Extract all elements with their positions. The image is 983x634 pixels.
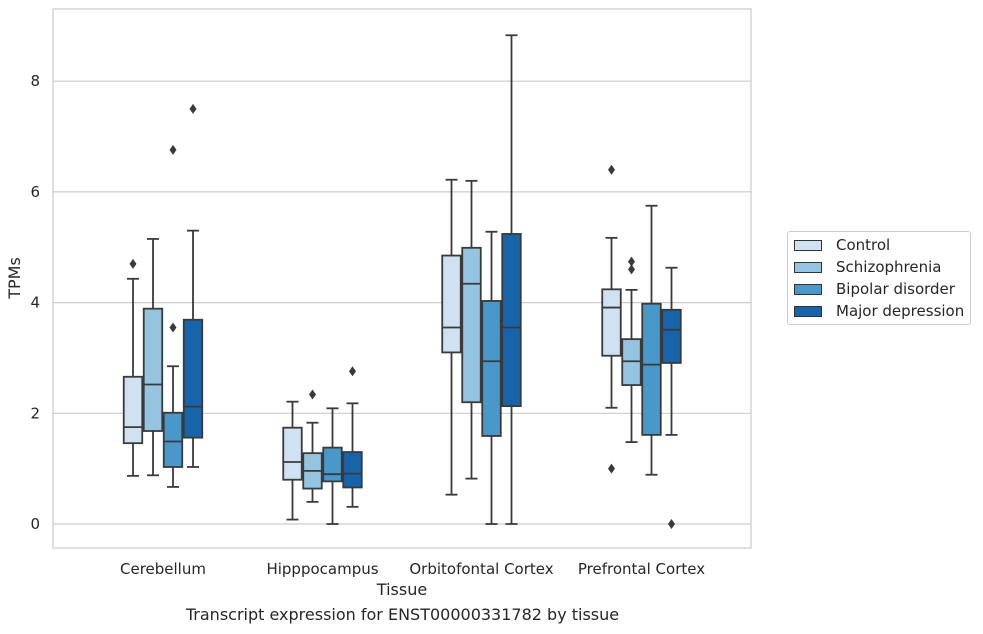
legend-label-bipolar-disorder: Bipolar disorder — [836, 280, 955, 298]
y-tick-labels: 0 2 4 6 8 — [30, 72, 40, 533]
outlier-point — [169, 322, 177, 333]
chart-caption: Transcript expression for ENST0000033178… — [185, 605, 620, 624]
x-tick-label-hipppocampus: Hipppocampus — [266, 560, 378, 578]
legend-label-schizophrenia: Schizophrenia — [836, 258, 942, 276]
y-tick-label-4: 4 — [30, 294, 40, 312]
legend-swatch-control — [794, 239, 822, 251]
legend: Control Schizophrenia Bipolar disorder M… — [787, 231, 971, 325]
box-hipppocampus-schizophrenia — [302, 389, 323, 503]
box-groups — [122, 34, 682, 529]
box-iqr — [641, 302, 662, 436]
box-iqr — [182, 318, 204, 439]
x-tick-label-cerebellum: Cerebellum — [120, 560, 206, 578]
box-iqr — [461, 246, 482, 404]
box-prefrontal-cortex-bipolar-disorder — [641, 204, 662, 476]
box-iqr — [481, 300, 502, 437]
x-tick-labels: Cerebellum Hipppocampus Orbitofontal Corte… — [120, 560, 705, 578]
outlier-point — [349, 366, 356, 377]
box-iqr — [162, 411, 184, 468]
box-hipppocampus-control — [282, 400, 303, 521]
box-prefrontal-cortex-control — [601, 164, 622, 474]
box-iqr — [601, 288, 622, 357]
box-iqr — [122, 375, 144, 445]
legend-item-bipolar-disorder: Bipolar disorder — [794, 279, 955, 299]
box-cerebellum-schizophrenia — [142, 238, 164, 477]
outlier-point — [129, 258, 137, 269]
legend-swatch-major-depression — [794, 305, 822, 317]
box-orbitofontal-cortex-schizophrenia — [461, 179, 482, 480]
box-cerebellum-control — [122, 258, 144, 477]
box-iqr — [282, 426, 303, 481]
box-cerebellum-bipolar-disorder — [162, 144, 184, 488]
legend-swatch-schizophrenia — [794, 261, 822, 273]
box-iqr — [342, 451, 363, 489]
y-tick-label-2: 2 — [30, 404, 40, 422]
outlier-point — [608, 164, 615, 175]
outlier-point — [628, 264, 635, 275]
legend-item-schizophrenia: Schizophrenia — [794, 257, 941, 277]
outlier-point — [668, 519, 675, 529]
box-orbitofontal-cortex-major-depression — [501, 34, 522, 525]
y-tick-label-6: 6 — [30, 183, 40, 201]
box-iqr — [441, 254, 462, 354]
box-iqr — [661, 308, 682, 364]
legend-label-major-depression: Major depression — [836, 302, 965, 320]
box-prefrontal-cortex-schizophrenia — [621, 256, 642, 443]
outlier-point — [628, 256, 635, 267]
outlier-point — [169, 144, 177, 155]
legend-swatch-bipolar-disorder — [794, 283, 822, 295]
box-iqr — [142, 307, 164, 432]
x-axis-label: Tissue — [376, 580, 427, 599]
x-tick-label-orbitofontal-cortex: Orbitofontal Cortex — [409, 560, 553, 578]
box-hipppocampus-major-depression — [342, 366, 363, 508]
legend-item-major-depression: Major depression — [794, 301, 964, 321]
box-iqr — [501, 233, 522, 408]
y-axis-label: TPMs — [5, 257, 24, 300]
box-cerebellum-major-depression — [182, 103, 204, 468]
plot-area — [52, 8, 752, 549]
y-tick-label-0: 0 — [30, 515, 40, 533]
outlier-point — [189, 103, 197, 114]
box-prefrontal-cortex-major-depression — [661, 266, 682, 529]
y-tick-label-8: 8 — [30, 72, 40, 90]
legend-item-control: Control — [794, 235, 890, 255]
box-iqr — [322, 446, 343, 483]
box-hipppocampus-bipolar-disorder — [322, 407, 343, 525]
x-tick-label-prefrontal-cortex: Prefrontal Cortex — [578, 560, 705, 578]
box-orbitofontal-cortex-control — [441, 178, 462, 496]
outlier-point — [309, 389, 316, 400]
box-orbitofontal-cortex-bipolar-disorder — [481, 230, 502, 525]
outlier-point — [608, 463, 615, 474]
legend-label-control: Control — [836, 236, 891, 254]
